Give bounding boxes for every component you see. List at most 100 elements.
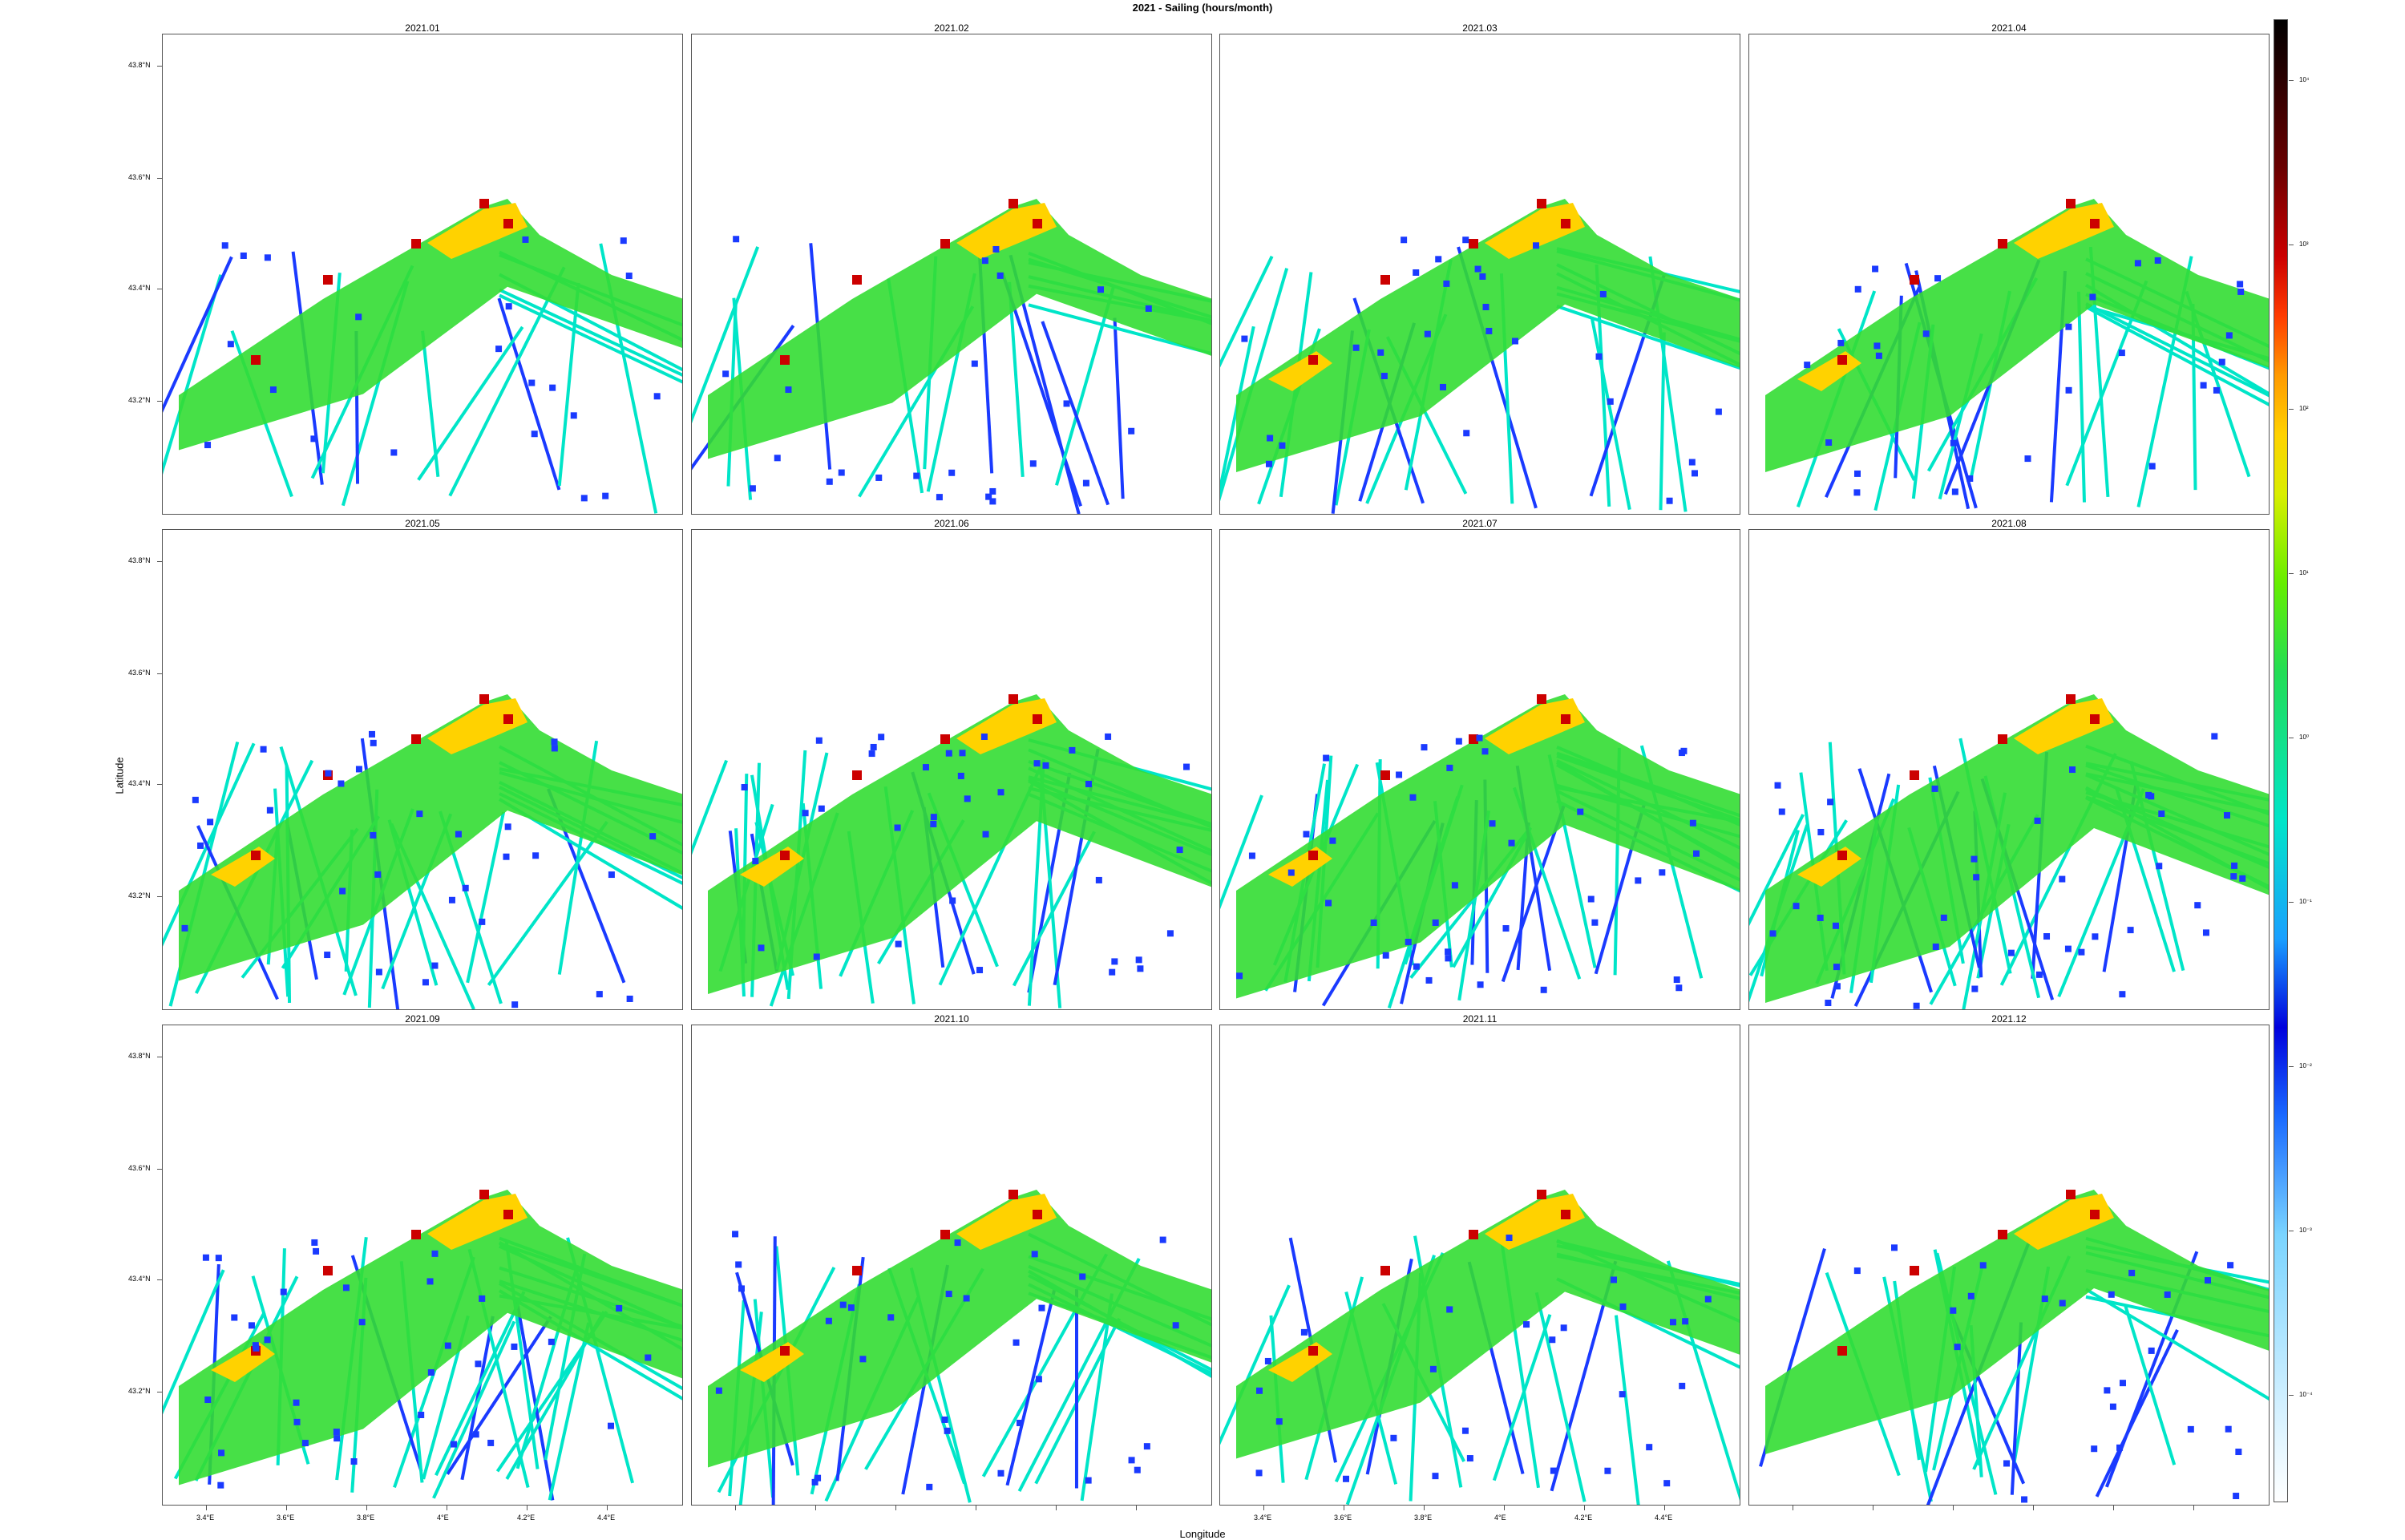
map-panel xyxy=(162,529,683,1010)
low-activity-cell xyxy=(1825,439,1833,447)
peak-cell xyxy=(503,1210,513,1219)
low-activity-cell xyxy=(207,819,214,826)
hotspot-zone xyxy=(427,203,527,259)
lat-tick-label: 43.6°N xyxy=(128,669,151,677)
low-activity-cell xyxy=(1832,922,1839,929)
low-activity-cell xyxy=(1013,1339,1020,1346)
low-activity-cell xyxy=(2187,1425,2194,1433)
low-activity-cell xyxy=(2235,1449,2242,1456)
peak-cell xyxy=(1380,275,1390,285)
low-activity-cell xyxy=(503,853,510,860)
lat-tick-label: 43.2°N xyxy=(128,396,151,404)
lon-tick-mark xyxy=(1584,1506,1585,1510)
peak-cell xyxy=(780,355,790,365)
peak-cell xyxy=(2066,1190,2076,1199)
low-activity-cell xyxy=(1172,1322,1179,1329)
low-activity-cell xyxy=(2237,281,2244,288)
low-activity-cell xyxy=(227,341,234,348)
map-panel xyxy=(691,529,1212,1010)
peak-cell xyxy=(1033,219,1042,228)
low-activity-cell xyxy=(2091,1445,2098,1453)
low-activity-cell xyxy=(551,745,558,752)
peak-cell xyxy=(1837,851,1847,860)
low-activity-cell xyxy=(293,1399,300,1406)
low-activity-cell xyxy=(370,739,377,746)
low-activity-cell xyxy=(1970,855,1978,863)
low-activity-cell xyxy=(2089,293,2096,301)
low-activity-cell xyxy=(989,487,996,495)
low-activity-cell xyxy=(1485,327,1493,334)
low-activity-cell xyxy=(1248,852,1255,859)
peak-cell xyxy=(1537,1190,1546,1199)
low-activity-cell xyxy=(1533,242,1540,249)
low-activity-cell xyxy=(1159,1236,1166,1243)
colorbar-tick-label: 10¹ xyxy=(2299,569,2309,576)
hotspot-zone xyxy=(1485,203,1585,259)
low-activity-cell xyxy=(992,245,1000,253)
low-activity-cell xyxy=(811,1478,819,1485)
low-activity-cell xyxy=(1675,984,1683,992)
low-activity-cell xyxy=(248,1322,255,1329)
low-activity-cell xyxy=(936,494,943,501)
lat-tick-label: 43.4°N xyxy=(128,284,151,292)
low-activity-cell xyxy=(1940,914,1947,921)
low-activity-cell xyxy=(2202,929,2209,936)
low-activity-cell xyxy=(945,1291,952,1298)
vessel-track xyxy=(1220,255,1274,368)
low-activity-cell xyxy=(1380,372,1388,379)
low-activity-cell xyxy=(1679,1382,1686,1389)
map-panel xyxy=(1219,529,1740,1010)
low-activity-cell xyxy=(231,1314,238,1321)
vessel-track xyxy=(163,1269,225,1415)
low-activity-cell xyxy=(1267,435,1274,442)
low-activity-cell xyxy=(1891,1244,1898,1251)
low-activity-cell xyxy=(985,493,992,500)
low-activity-cell xyxy=(2148,1347,2155,1354)
panel-title: 2021.09 xyxy=(405,1013,440,1025)
vessel-track xyxy=(487,820,608,987)
low-activity-cell xyxy=(202,1254,209,1261)
low-activity-cell xyxy=(957,772,964,779)
activity-band xyxy=(1765,1190,2269,1454)
low-activity-cell xyxy=(570,412,577,419)
low-activity-cell xyxy=(1432,919,1439,926)
low-activity-cell xyxy=(342,1284,350,1291)
low-activity-cell xyxy=(1401,236,1408,244)
map-panel xyxy=(691,1025,1212,1506)
peak-cell xyxy=(1008,694,1018,704)
low-activity-cell xyxy=(1435,256,1442,263)
low-activity-cell xyxy=(785,386,792,394)
low-activity-cell xyxy=(839,1301,847,1308)
low-activity-cell xyxy=(626,995,633,1002)
low-activity-cell xyxy=(2059,1300,2066,1307)
peak-cell xyxy=(1008,1190,1018,1199)
low-activity-cell xyxy=(431,1250,439,1257)
low-activity-cell xyxy=(475,1360,482,1368)
panel-title: 2021.04 xyxy=(1991,22,2027,34)
vessel-track xyxy=(460,1316,495,1481)
low-activity-cell xyxy=(2148,463,2156,470)
vessel-track xyxy=(1008,281,1025,477)
vessel-track xyxy=(163,742,256,947)
activity-band xyxy=(1236,1190,1740,1459)
low-activity-cell xyxy=(1451,882,1458,889)
low-activity-cell xyxy=(1954,1344,1961,1351)
low-activity-cell xyxy=(1506,1235,1513,1242)
low-activity-cell xyxy=(1042,762,1049,769)
vessel-track xyxy=(692,246,760,424)
lon-tick-mark xyxy=(607,1506,608,1510)
vessel-track xyxy=(448,266,566,497)
low-activity-cell xyxy=(1481,748,1489,755)
peak-cell xyxy=(479,199,489,208)
lon-tick-label: 3.8°E xyxy=(357,1514,375,1522)
peak-cell xyxy=(479,694,489,704)
lat-tick-label: 43.8°N xyxy=(128,61,151,69)
lon-tick-mark xyxy=(815,1506,816,1510)
heatmap-layer xyxy=(1765,199,2269,511)
vessel-track xyxy=(1220,794,1263,910)
low-activity-cell xyxy=(339,887,346,895)
lon-tick-label: 3.6°E xyxy=(1334,1514,1352,1522)
lon-tick-label: 4.2°E xyxy=(1574,1514,1593,1522)
low-activity-cell xyxy=(1950,1307,1957,1314)
heatmap-layer xyxy=(1220,199,1740,514)
